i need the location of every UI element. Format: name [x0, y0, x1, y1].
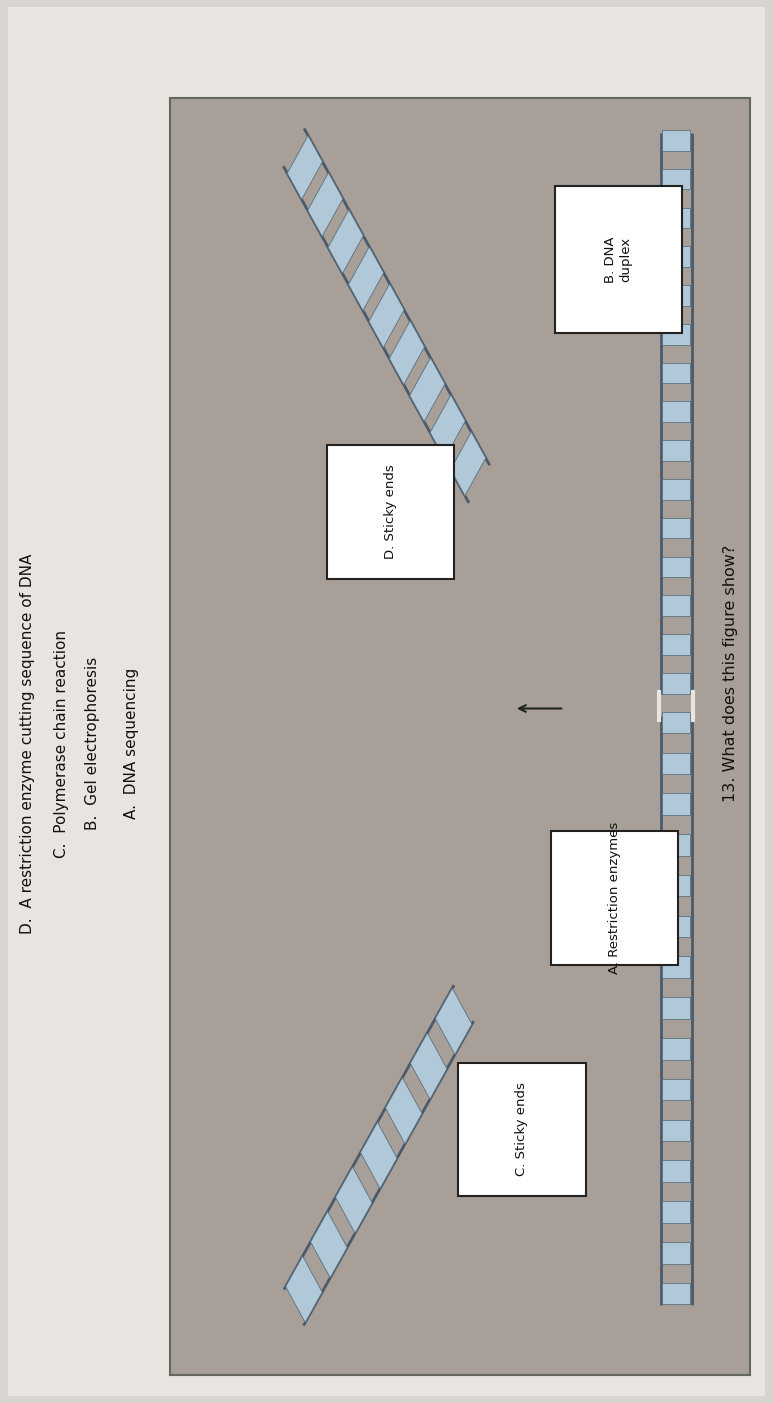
FancyBboxPatch shape [551, 831, 679, 965]
FancyBboxPatch shape [458, 1063, 586, 1195]
FancyBboxPatch shape [662, 595, 690, 616]
Polygon shape [451, 432, 485, 495]
FancyBboxPatch shape [8, 7, 765, 1396]
Polygon shape [430, 394, 465, 459]
Polygon shape [328, 209, 363, 274]
Text: D. Sticky ends: D. Sticky ends [384, 464, 397, 560]
Polygon shape [288, 136, 322, 199]
FancyBboxPatch shape [662, 875, 690, 897]
Text: 13. What does this figure show?: 13. What does this figure show? [723, 544, 738, 803]
FancyBboxPatch shape [662, 998, 690, 1019]
FancyBboxPatch shape [662, 285, 690, 306]
FancyBboxPatch shape [662, 247, 690, 267]
FancyBboxPatch shape [662, 557, 690, 577]
Text: C. Sticky ends: C. Sticky ends [516, 1083, 528, 1176]
FancyBboxPatch shape [662, 673, 690, 693]
Text: A. Restriction enzymes: A. Restriction enzymes [608, 822, 621, 974]
FancyBboxPatch shape [662, 1079, 690, 1100]
Polygon shape [360, 1122, 397, 1188]
Text: B.  Gel electrophoresis: B. Gel electrophoresis [85, 657, 100, 831]
FancyBboxPatch shape [170, 98, 750, 1375]
FancyBboxPatch shape [662, 835, 690, 856]
FancyBboxPatch shape [662, 793, 690, 815]
Polygon shape [410, 358, 445, 422]
Polygon shape [311, 1211, 347, 1278]
Text: D.  A restriction enzyme cutting sequence of DNA: D. A restriction enzyme cutting sequence… [19, 553, 35, 934]
FancyBboxPatch shape [662, 478, 690, 499]
FancyBboxPatch shape [662, 208, 690, 229]
Polygon shape [308, 173, 343, 237]
Polygon shape [286, 1256, 322, 1323]
FancyBboxPatch shape [662, 1038, 690, 1059]
FancyBboxPatch shape [662, 363, 690, 383]
Polygon shape [369, 283, 404, 348]
FancyBboxPatch shape [662, 1282, 690, 1305]
Polygon shape [335, 1167, 372, 1233]
FancyBboxPatch shape [662, 916, 690, 937]
Polygon shape [410, 1033, 447, 1100]
FancyBboxPatch shape [662, 441, 690, 460]
Text: B. DNA
duplex: B. DNA duplex [604, 236, 632, 283]
FancyBboxPatch shape [662, 401, 690, 422]
FancyBboxPatch shape [662, 1242, 690, 1264]
FancyBboxPatch shape [662, 957, 690, 978]
Polygon shape [349, 247, 383, 310]
FancyBboxPatch shape [662, 1160, 690, 1181]
FancyBboxPatch shape [662, 168, 690, 189]
FancyBboxPatch shape [662, 752, 690, 774]
FancyBboxPatch shape [662, 634, 690, 655]
Text: C.  Polymerase chain reaction: C. Polymerase chain reaction [54, 630, 70, 857]
FancyBboxPatch shape [662, 1120, 690, 1141]
FancyBboxPatch shape [662, 711, 690, 734]
FancyBboxPatch shape [662, 1201, 690, 1223]
FancyBboxPatch shape [555, 185, 683, 334]
FancyBboxPatch shape [662, 324, 690, 345]
Text: A.  DNA sequencing: A. DNA sequencing [124, 668, 139, 819]
FancyBboxPatch shape [662, 130, 690, 150]
Polygon shape [435, 988, 472, 1055]
Polygon shape [390, 321, 424, 384]
FancyBboxPatch shape [662, 518, 690, 539]
FancyBboxPatch shape [326, 446, 455, 578]
Polygon shape [386, 1078, 422, 1143]
